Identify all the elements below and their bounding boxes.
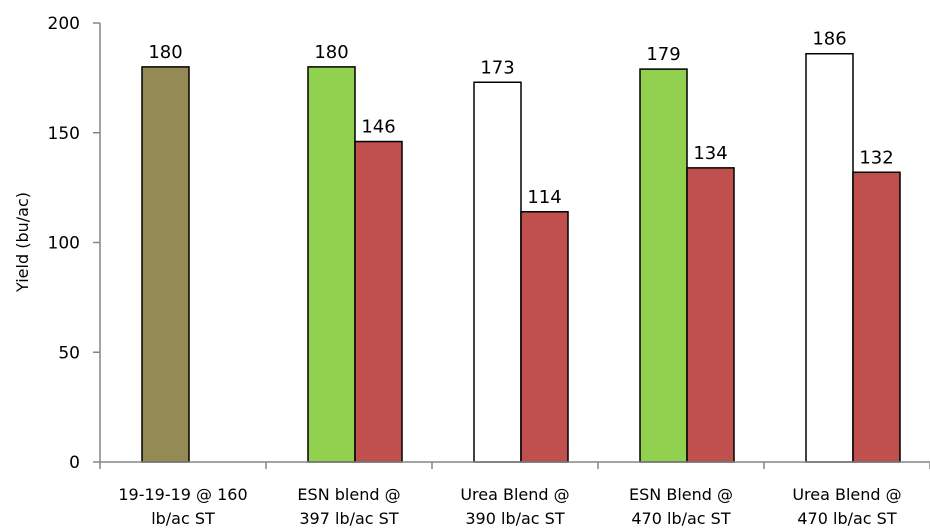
data-label: 186 <box>812 29 846 50</box>
data-label: 146 <box>361 117 395 138</box>
data-label: 132 <box>859 147 893 168</box>
y-axis-title: Yield (bu/ac) <box>13 192 32 293</box>
y-tick-label: 0 <box>69 453 80 473</box>
category-label: Urea Blend @470 lb/ac ST <box>792 485 901 528</box>
bar <box>805 52 854 463</box>
data-label: 180 <box>148 42 182 63</box>
bar <box>639 68 688 463</box>
data-label: 114 <box>527 187 561 208</box>
y-tick-label: 100 <box>48 234 80 254</box>
category-label: ESN Blend @470 lb/ac ST <box>629 485 733 528</box>
bars <box>141 52 901 463</box>
x-axis: 19-19-19 @ 160 lb/ac ST ESN blend @397 lb/… <box>99 461 930 528</box>
data-label: 180 <box>314 42 348 63</box>
y-tick-label: 200 <box>48 14 80 34</box>
category-label: 19-19-19 @ 160 lb/ac ST <box>118 485 247 528</box>
y-tick-label: 150 <box>48 124 80 144</box>
category-label: Urea Blend @390 lb/ac ST <box>460 485 569 528</box>
data-label: 134 <box>693 143 727 164</box>
bar <box>473 81 522 463</box>
data-label: 179 <box>646 44 680 65</box>
y-axis-ticks: 0 50 100 150 200 <box>48 14 100 473</box>
y-tick-label: 50 <box>58 343 80 363</box>
data-labels: 180 180 146 173 114 179 134 186 132 <box>148 29 893 208</box>
data-label: 173 <box>480 57 514 78</box>
bar <box>354 140 403 463</box>
bar <box>307 66 356 463</box>
bar <box>686 167 735 463</box>
bar <box>520 211 569 463</box>
bar <box>852 171 901 463</box>
category-label: ESN blend @397 lb/ac ST <box>297 485 400 528</box>
bar <box>141 66 190 463</box>
